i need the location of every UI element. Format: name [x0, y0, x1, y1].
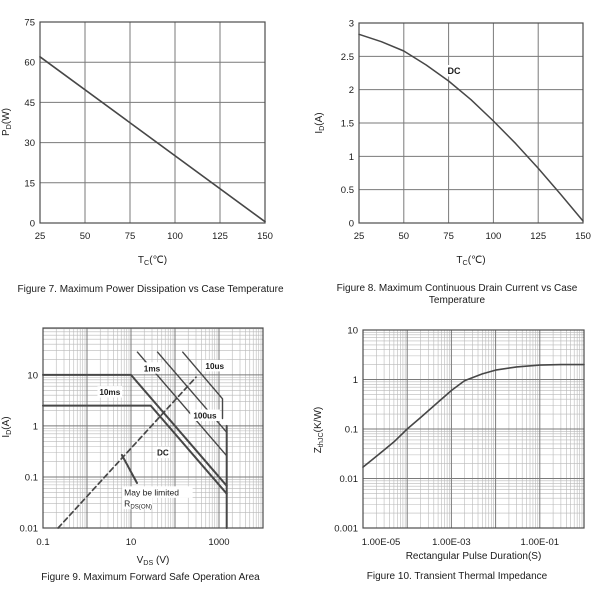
- annotation-label: DC: [447, 66, 460, 76]
- series-dc-drain-current: [358, 33, 584, 222]
- y-tick-label: 0: [30, 219, 35, 230]
- y-tick-label: 2: [349, 85, 354, 96]
- annotation-label: 100us: [193, 412, 217, 421]
- y-tick-label: 0.1: [345, 425, 358, 436]
- figure-10: 1.00E-05 1.00E-03 1.00E-01 0.001 0.01 0.1 1 10 R…: [301, 315, 602, 594]
- x-axis-label: VDS (V): [137, 555, 170, 567]
- x-tick-label: 125: [530, 231, 546, 242]
- y-tick-label: 15: [24, 178, 35, 189]
- y-axis-label: PD(W): [1, 108, 13, 136]
- x-tick-label: 100: [167, 231, 183, 242]
- y-axis-label: ID(A): [314, 112, 326, 133]
- fig8-svg: DC 25 50 75 100 125 150 0 0.5 1 1.5 2 2.5 3 TC(℃) ID(A): [314, 19, 591, 268]
- plot-border: [39, 21, 266, 224]
- y-tick-label: 0.1: [25, 472, 38, 483]
- figure10-chart: 1.00E-05 1.00E-03 1.00E-01 0.001 0.01 0.1 1 10 R…: [301, 315, 602, 594]
- x-tick-label: 1.00E-01: [521, 537, 560, 548]
- x-axis-label: Rectangular Pulse Duration(S): [406, 551, 542, 562]
- figure9-chart: 10ms 1ms 10us 100us DC May be limited RDS(ON) 0…: [0, 315, 301, 594]
- annotation-bg: [122, 497, 153, 510]
- x-tick-label: 100: [485, 231, 501, 242]
- x-axis-label: TC(℃): [456, 255, 485, 267]
- fig10-svg: 1.00E-05 1.00E-03 1.00E-01 0.001 0.01 0.1 1 10 R…: [313, 326, 585, 562]
- series-power-derating: [39, 55, 266, 223]
- x-tick-label: 1.00E-05: [362, 537, 401, 548]
- x-tick-label: 0.1: [36, 537, 49, 548]
- x-axis-label: TC(℃): [138, 255, 167, 267]
- y-tick-label: 0.01: [20, 524, 39, 535]
- figure9-caption: Figure 9. Maximum Forward Safe Operation…: [41, 572, 260, 583]
- series-rdson-limit-line: [57, 376, 197, 529]
- x-tick-label: 1000: [208, 537, 229, 548]
- x-tick-label: 75: [125, 231, 136, 242]
- series-pulse-10us: [181, 351, 224, 420]
- x-tick-label: 150: [575, 231, 591, 242]
- figure-8: DC 25 50 75 100 125 150 0 0.5 1 1.5 2 2.5 3 TC(℃) ID(A)…: [301, 0, 602, 315]
- annotation-bg: [142, 362, 162, 374]
- y-tick-label: 45: [24, 98, 35, 109]
- figure7-caption: Figure 7. Maximum Power Dissipation vs C…: [17, 284, 284, 295]
- fig9-svg: 10ms 1ms 10us 100us DC May be limited RDS(ON) 0…: [1, 327, 264, 567]
- x-tick-label: 50: [399, 231, 410, 242]
- figure-7: 25 50 75 100 125 150 0 15 30 45 60 75 TC(℃) PD(W) Fig…: [0, 0, 301, 315]
- figure-9: 10ms 1ms 10us 100us DC May be limited RDS(ON) 0…: [0, 315, 301, 594]
- y-tick-label: 10: [27, 370, 38, 381]
- figure7-chart: 25 50 75 100 125 150 0 15 30 45 60 75 TC(℃) PD(W): [0, 0, 301, 320]
- y-tick-label: 10: [347, 326, 358, 337]
- annotation-label: RDS(ON): [124, 499, 152, 511]
- figure10-caption: Figure 10. Transient Thermal Impedance: [366, 571, 548, 582]
- y-axis-label: ID(A): [1, 416, 13, 437]
- annotation-label: 1ms: [144, 364, 161, 373]
- y-tick-label: 0.5: [341, 185, 354, 196]
- x-tick-label: 1.00E-03: [432, 537, 471, 548]
- y-axis-label: ZthJC(K/W): [313, 407, 325, 453]
- x-tick-label: 125: [212, 231, 228, 242]
- x-tick-label: 75: [443, 231, 454, 242]
- series-dc-limit: [42, 404, 228, 495]
- series-rdson-pointer: [120, 454, 138, 484]
- plot-border: [362, 329, 585, 529]
- annotation-label: May be limited: [124, 487, 179, 497]
- y-tick-label: 0.001: [334, 524, 358, 535]
- x-tick-label: 10: [126, 537, 137, 548]
- annotation-bg: [202, 359, 228, 372]
- figure8-chart: DC 25 50 75 100 125 150 0 0.5 1 1.5 2 2.5 3 TC(℃) ID(A): [301, 0, 602, 320]
- y-tick-label: 1: [349, 152, 354, 163]
- annotation-label: 10ms: [99, 388, 120, 397]
- annotation-bg: [122, 486, 193, 498]
- y-tick-label: 1: [353, 375, 358, 386]
- y-tick-label: 1: [33, 421, 38, 432]
- annotation-bg: [190, 409, 220, 422]
- annotation-bg: [97, 386, 123, 398]
- x-tick-label: 25: [35, 231, 46, 242]
- annotation-label: 10us: [205, 362, 224, 371]
- annotation-label: DC: [157, 449, 169, 458]
- fig7-svg: 25 50 75 100 125 150 0 15 30 45 60 75 TC(℃) PD(W): [1, 18, 273, 268]
- y-tick-label: 75: [24, 18, 35, 29]
- y-tick-label: 1.5: [341, 119, 354, 130]
- x-tick-label: 150: [257, 231, 273, 242]
- y-tick-label: 30: [24, 138, 35, 149]
- series-zth-curve: [362, 363, 585, 468]
- series-pulse-10ms: [42, 373, 228, 487]
- annotation-bg: [446, 65, 462, 77]
- plot-border: [358, 22, 584, 224]
- x-tick-label: 50: [80, 231, 91, 242]
- y-tick-label: 2.5: [341, 52, 354, 63]
- y-tick-label: 60: [24, 58, 35, 69]
- y-tick-label: 3: [349, 19, 354, 30]
- y-tick-label: 0: [349, 219, 354, 230]
- figure8-caption: Figure 8. Maximum Continuous Drain Curre…: [336, 283, 578, 306]
- annotation-bg: [155, 446, 171, 459]
- y-tick-label: 0.01: [340, 474, 359, 485]
- x-tick-label: 25: [354, 231, 365, 242]
- plot-border: [42, 327, 264, 529]
